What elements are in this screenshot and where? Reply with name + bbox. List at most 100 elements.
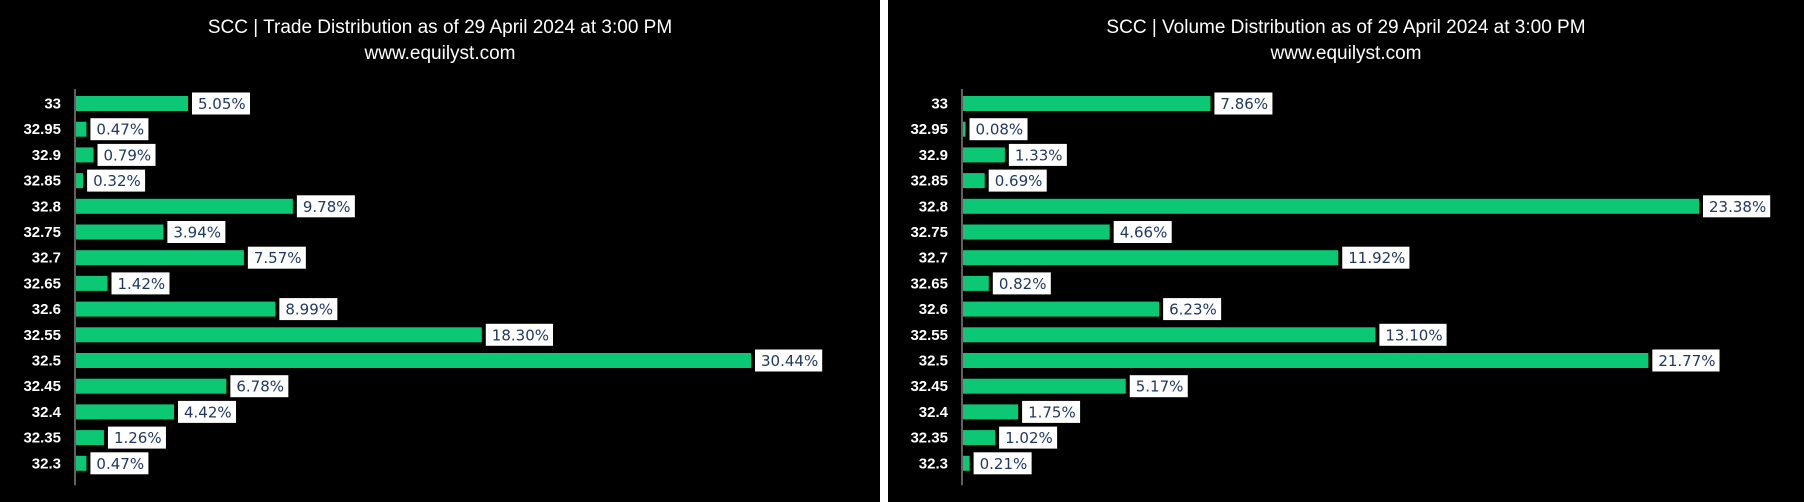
data-label-box (1129, 375, 1188, 398)
category-label: 32.7 (919, 250, 948, 267)
bar (76, 147, 94, 163)
category-label: 33 (931, 96, 948, 113)
data-label-box (969, 118, 1028, 141)
bar (76, 121, 87, 137)
category-label: 32.6 (32, 301, 61, 318)
volume-distribution-panel: SCC | Volume Distribution as of 29 April… (888, 0, 1804, 502)
category-label: 32.7 (32, 250, 61, 267)
data-label-box (999, 426, 1058, 449)
data-label-box (1163, 298, 1222, 321)
category-label: 32.8 (919, 198, 948, 215)
bar (76, 301, 276, 317)
bar (963, 147, 1005, 163)
category-label: 32.9 (919, 147, 948, 164)
data-label: 1.33% (1015, 146, 1063, 164)
category-label: 32.75 (910, 224, 948, 241)
category-label: 32.65 (23, 275, 61, 292)
data-label: 0.79% (104, 146, 152, 164)
bar (76, 250, 244, 266)
data-label-box (167, 221, 226, 243)
category-label: 32.45 (23, 378, 61, 395)
bar (76, 404, 175, 420)
data-label-box (247, 246, 306, 269)
data-label: 0.47% (96, 121, 144, 139)
bar (963, 198, 1699, 214)
data-label-box (87, 169, 146, 192)
data-label: 18.30% (492, 326, 549, 344)
data-label: 0.21% (980, 455, 1028, 473)
data-label: 4.66% (1120, 224, 1168, 242)
data-label-box (191, 92, 250, 115)
data-label-box (230, 375, 289, 398)
data-label: 5.05% (198, 95, 246, 113)
category-label: 32.55 (23, 327, 61, 344)
bar (76, 378, 227, 394)
category-label: 32.45 (910, 378, 948, 395)
category-label: 32.85 (23, 173, 61, 190)
data-label-box (1342, 246, 1410, 269)
data-label-box (1022, 400, 1081, 423)
volume-distribution-chart: 33 7.86% 32.95 0.08% 32.9 1.33% 32.85 0.69% 32.8… (910, 89, 1771, 486)
data-label-box (296, 195, 355, 218)
data-label-box (973, 452, 1032, 475)
category-label: 32.6 (919, 301, 948, 318)
category-label: 32.65 (910, 275, 948, 292)
data-label-box (1703, 195, 1771, 218)
data-label-box (178, 400, 237, 423)
bar (963, 224, 1110, 240)
data-label-box (988, 169, 1047, 192)
data-label: 0.69% (995, 172, 1043, 190)
category-label: 33 (44, 96, 61, 113)
data-label: 1.02% (1005, 429, 1053, 447)
trade-distribution-panel: SCC | Trade Distribution as of 29 April … (0, 0, 880, 502)
chart-title: SCC | Trade Distribution as of 29 April … (207, 17, 673, 38)
data-label-box (1214, 92, 1273, 115)
category-label: 32.35 (23, 430, 61, 447)
bar (963, 455, 970, 471)
category-label: 32.55 (910, 327, 948, 344)
data-label-box (485, 323, 553, 346)
data-label: 7.86% (1220, 95, 1268, 113)
bar (963, 327, 1376, 343)
bar (76, 173, 84, 189)
category-label: 32.5 (32, 353, 61, 370)
data-label: 1.75% (1028, 403, 1076, 421)
bar (76, 275, 108, 291)
category-label: 32.9 (32, 147, 61, 164)
bar (963, 301, 1160, 317)
category-label: 32.85 (910, 173, 948, 190)
data-label: 30.44% (761, 352, 818, 370)
category-label: 32.35 (910, 430, 948, 447)
data-label-box (279, 298, 338, 321)
data-label: 1.42% (117, 275, 165, 293)
bar (963, 250, 1339, 266)
data-label: 0.08% (976, 121, 1024, 139)
data-label-box (1379, 323, 1447, 346)
data-label: 11.92% (1348, 249, 1405, 267)
bar (76, 198, 293, 214)
data-label: 3.94% (173, 224, 221, 242)
data-label: 9.78% (303, 198, 351, 216)
bar (76, 353, 751, 368)
data-label: 0.82% (999, 275, 1047, 293)
chart-subtitle: www.equilyst.com (364, 43, 516, 64)
data-label: 21.77% (1658, 352, 1715, 370)
bar (963, 353, 1649, 368)
data-label-box (1008, 143, 1067, 166)
category-label: 32.4 (919, 404, 949, 421)
data-label-box (111, 272, 170, 295)
bar (963, 173, 985, 189)
bar (963, 378, 1126, 394)
data-label-box (90, 118, 149, 141)
data-label-box (1652, 349, 1720, 372)
bar (76, 327, 482, 343)
data-label: 0.47% (96, 455, 144, 473)
bar (76, 455, 87, 471)
category-label: 32.4 (32, 404, 62, 421)
data-label: 5.17% (1136, 378, 1184, 396)
bar (76, 96, 188, 111)
data-label-box (1113, 221, 1172, 243)
category-label: 32.95 (910, 121, 948, 138)
bar (76, 224, 164, 240)
data-label: 23.38% (1709, 198, 1766, 216)
